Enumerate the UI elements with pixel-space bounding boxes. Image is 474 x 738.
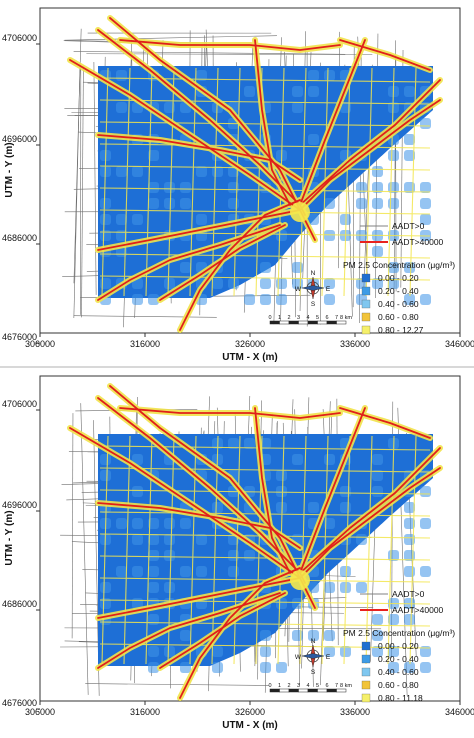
legend-class-label: 0.20 - 0.40 <box>378 286 419 296</box>
legend-swatch <box>361 325 371 335</box>
compass-label-e: E <box>326 286 331 293</box>
downtown-hotspot <box>290 570 310 590</box>
legend-swatch <box>361 641 371 651</box>
legend-swatch <box>361 286 371 296</box>
compass-label-e: E <box>326 654 331 661</box>
legend-swatch <box>361 312 371 322</box>
x-axis-label: UTM - X (m) <box>222 352 278 363</box>
map-panel-bottom: 306000 316000 326000 336000 346000 4706000 469… <box>0 368 474 733</box>
downtown-hotspot <box>290 202 310 222</box>
legend-line-label: AADT>0 <box>392 589 425 599</box>
compass-rose-icon: N S E W <box>295 638 331 676</box>
concentration-legend-title: PM 2.5 Concentration (μg/m³) <box>343 628 455 638</box>
x-axis-label: UTM - X (m) <box>222 720 278 731</box>
x-tick-label: 346000 <box>445 707 474 717</box>
y-tick-label: 4696000 <box>2 134 37 144</box>
legend-swatch <box>361 680 371 690</box>
concentration-legend-title: PM 2.5 Concentration (μg/m³) <box>343 260 455 270</box>
scale-bar-label: 3 <box>297 683 300 689</box>
scale-bar-label: 2 <box>287 683 290 689</box>
legend-line-label: AADT>40000 <box>392 237 444 247</box>
scale-bar-label: 5 <box>316 315 319 321</box>
legend-class-label: 0.40 - 0.60 <box>378 667 419 677</box>
legend: AADT>0 AADT>40000 PM 2.5 Concentration (μg… <box>343 589 455 703</box>
y-tick-label: 4706000 <box>2 33 37 43</box>
scale-bar-label: 6 <box>325 683 328 689</box>
road-network-aadt-gt40000 <box>69 17 441 331</box>
legend-class-label: 0.00 - 0.20 <box>378 641 419 651</box>
scale-bar-label: 3 <box>297 315 300 321</box>
road-network-aadt-gt40000 <box>69 385 441 699</box>
y-tick-label: 4706000 <box>2 399 37 409</box>
concentration-cells <box>100 70 431 305</box>
y-tick-label: 4676000 <box>2 332 37 342</box>
x-tick-label: 306000 <box>25 707 55 717</box>
y-tick-label: 4676000 <box>2 698 37 708</box>
compass-label-w: W <box>295 286 302 293</box>
scale-bar-label: 4 <box>306 683 309 689</box>
x-tick-label: 336000 <box>340 339 370 349</box>
legend-class-label: 0.60 - 0.80 <box>378 312 419 322</box>
legend-swatch <box>361 273 371 283</box>
map-figure: 306000 316000 326000 336000 346000 4706000 469… <box>2 375 474 731</box>
legend: AADT>0 AADT>40000 PM 2.5 Concentration (μg… <box>343 221 455 335</box>
scale-bar-label: 2 <box>287 315 290 321</box>
scale-bar-label: 8 km <box>340 683 352 689</box>
y-tick-label: 4686000 <box>2 599 37 609</box>
legend-class-label: 0.20 - 0.40 <box>378 654 419 664</box>
legend-class-label: 0.80 - 11.18 <box>378 693 423 703</box>
compass-label-w: W <box>295 654 302 661</box>
x-tick-label: 326000 <box>235 339 265 349</box>
scale-bar-label: 8 km <box>340 315 352 321</box>
y-tick-label: 4696000 <box>2 500 37 510</box>
compass-label-s: S <box>311 669 316 676</box>
x-tick-label: 306000 <box>25 339 55 349</box>
x-tick-label: 316000 <box>130 707 160 717</box>
x-tick-label: 336000 <box>340 707 370 717</box>
y-axis-label: UTM - Y (m) <box>4 510 15 565</box>
y-tick-label: 4686000 <box>2 233 37 243</box>
legend-swatch <box>361 654 371 664</box>
panel-divider <box>0 366 474 368</box>
legend-class-label: 0.60 - 0.80 <box>378 680 419 690</box>
scale-bar-label: 1 <box>278 683 281 689</box>
scale-bar-label: 7 <box>335 683 338 689</box>
legend-swatch <box>361 299 371 309</box>
legend-swatch <box>361 667 371 677</box>
compass-label-s: S <box>311 301 316 308</box>
scale-bar-label: 6 <box>325 315 328 321</box>
scale-bar-label: 0 <box>268 315 271 321</box>
compass-label-n: N <box>311 270 316 277</box>
y-axis-label: UTM - Y (m) <box>4 142 15 197</box>
legend-line-label: AADT>0 <box>392 221 425 231</box>
scale-bar-label: 4 <box>306 315 309 321</box>
compass-rose-icon: N S E W <box>295 270 331 308</box>
x-tick-label: 316000 <box>130 339 160 349</box>
scale-bar-label: 1 <box>278 315 281 321</box>
scale-bar-label: 0 <box>268 683 271 689</box>
legend-class-label: 0.80 - 12.27 <box>378 325 424 335</box>
legend-line-label: AADT>40000 <box>392 605 444 615</box>
x-tick-label: 346000 <box>445 339 474 349</box>
scale-bar-label: 5 <box>316 683 319 689</box>
map-figure: 306000 316000 326000 336000 346000 4706000 469… <box>2 7 474 363</box>
map-panel-top: 306000 316000 326000 336000 346000 4706000 469… <box>0 0 474 366</box>
legend-class-label: 0.40 - 0.60 <box>378 299 419 309</box>
x-tick-label: 326000 <box>235 707 265 717</box>
legend-swatch <box>361 693 371 703</box>
scale-bar-label: 7 <box>335 315 338 321</box>
legend-class-label: 0.00 - 0.20 <box>378 273 419 283</box>
compass-label-n: N <box>311 638 316 645</box>
